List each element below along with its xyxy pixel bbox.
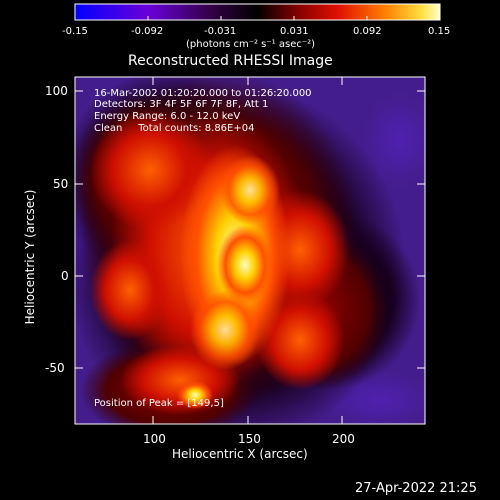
plot-title: Reconstructed RHESSI Image [128,53,333,69]
annotation-clean: Clean Total counts: 8.86E+04 [94,123,255,134]
colorbar-tick-label: 0.092 [353,26,382,37]
annotation-time: 16-Mar-2002 01:20:20.000 to 01:26:20.000 [94,88,312,99]
colorbar-tick-label: -0.092 [131,26,164,37]
annotation-detectors: Detectors: 3F 4F 5F 6F 7F 8F, Att 1 [94,99,269,110]
x-tick-label: 150 [238,432,261,446]
colorbar-gradient [75,4,440,20]
y-tick-label: 100 [45,84,68,98]
y-tick-label: 0 [61,269,69,283]
x-axis-label: Heliocentric X (arcsec) [172,447,308,461]
rhessi-image [75,77,425,424]
y-tick-label: 50 [53,177,69,191]
colorbar-tick-label: 0.031 [280,26,309,37]
axis-ticks [75,77,425,424]
footer-timestamp: 27-Apr-2022 21:25 [355,481,477,496]
x-tick-label: 200 [332,432,355,446]
y-axis-label: Heliocentric Y (arcsec) [23,189,37,325]
colorbar-ticks [74,16,441,20]
plot-frame [74,76,426,425]
annotation-energy: Energy Range: 6.0 - 12.0 keV [94,111,241,122]
y-tick-label: -50 [45,361,65,375]
colorbar-tick-label: 0.15 [428,26,451,37]
x-tick-label: 100 [143,432,166,446]
annotation-peak: Position of Peak = [149,5] [94,398,224,409]
colorbar-units: (photons cm⁻² s⁻¹ asec⁻²) [186,39,316,50]
colorbar-tick-label: -0.031 [204,26,237,37]
colorbar-tick-label: -0.15 [62,26,88,37]
